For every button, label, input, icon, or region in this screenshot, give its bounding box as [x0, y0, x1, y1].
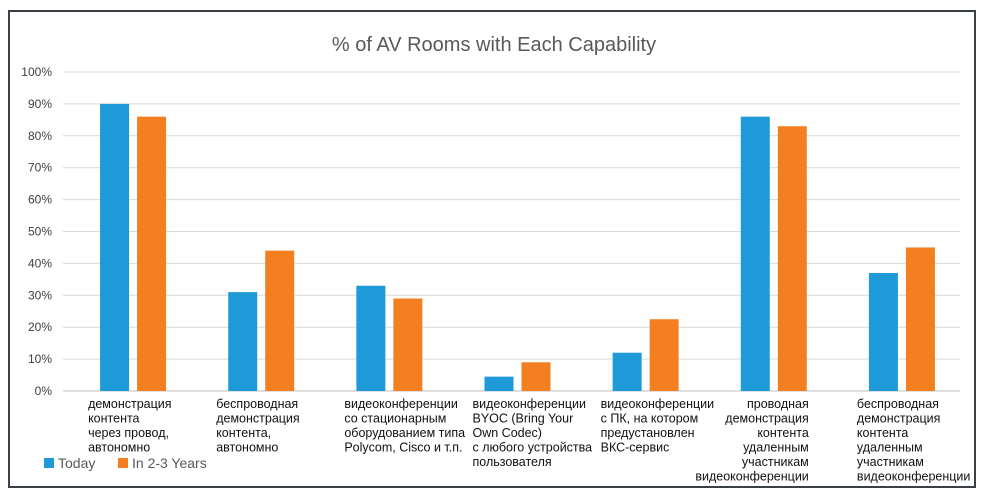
y-tick-label: 20%: [28, 320, 52, 334]
legend: Today In 2-3 Years: [44, 455, 207, 471]
x-category-label: беспроводная демонстрация контента, автоном…: [216, 397, 299, 455]
x-category-label: видеоконференции со стационарным оборудова…: [344, 397, 465, 455]
x-category-label: беспроводная демонстрация контента удаленны…: [857, 397, 970, 484]
y-tick-label: 50%: [28, 225, 52, 239]
bar-in-2-3-years: [649, 319, 679, 391]
y-tick-label: 30%: [28, 288, 52, 302]
x-category-label: видеоконференции с ПК, на котором предуста…: [601, 397, 714, 455]
y-tick-label: 90%: [28, 97, 52, 111]
bar-today: [868, 272, 898, 391]
bar-today: [356, 285, 386, 391]
x-category-label: видеоконференции BYOC (Bring Your Own Code…: [473, 397, 593, 469]
bar-today: [100, 103, 130, 392]
bar-today: [612, 352, 642, 391]
bar-in-2-3-years: [521, 362, 551, 391]
bar-today: [740, 116, 770, 391]
chart-title: % of AV Rooms with Each Capability: [332, 34, 656, 56]
gridlines: [63, 71, 960, 392]
y-tick-label: 40%: [28, 256, 52, 270]
y-tick-label: 100%: [21, 65, 52, 79]
bar-today: [228, 292, 258, 391]
legend-swatch: [44, 458, 54, 468]
legend-label: In 2-3 Years: [132, 455, 207, 471]
legend-label: Today: [58, 455, 95, 471]
x-axis-labels: демонстрация контента через провод, автоном…: [88, 397, 970, 484]
y-axis-ticks: 0% 10% 20% 30% 40% 50% 60% 70% 80% 90% 100%: [21, 65, 52, 398]
y-tick-label: 0%: [35, 384, 53, 398]
bar-in-2-3-years: [777, 126, 807, 391]
bar-in-2-3-years: [905, 247, 935, 391]
y-tick-label: 60%: [28, 193, 52, 207]
bar-today: [484, 376, 514, 391]
y-tick-label: 70%: [28, 161, 52, 175]
y-tick-label: 10%: [28, 352, 52, 366]
bar-in-2-3-years: [137, 116, 167, 391]
bar-in-2-3-years: [265, 250, 295, 391]
bars: [100, 103, 935, 392]
x-category-label: демонстрация контента через провод, автоном…: [88, 397, 171, 455]
bar-in-2-3-years: [393, 298, 423, 391]
chart-frame: [8, 10, 976, 488]
y-tick-label: 80%: [28, 129, 52, 143]
legend-swatch: [118, 458, 128, 468]
x-category-label: проводная демонстрация контента удаленным уч…: [695, 397, 808, 484]
